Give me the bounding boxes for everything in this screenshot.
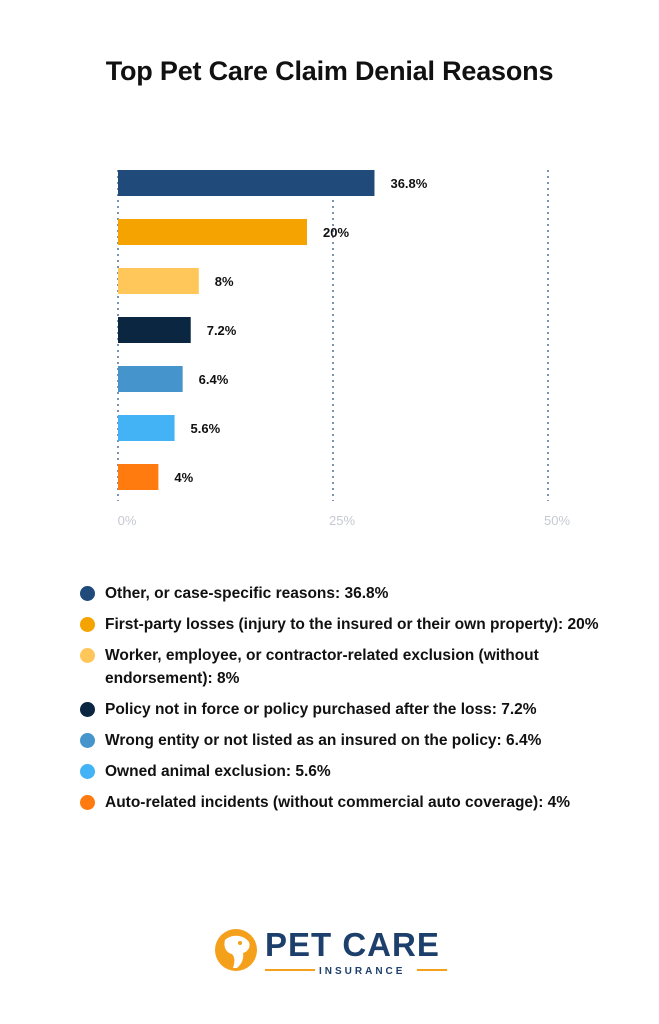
legend-item: Auto-related incidents (without commerci… [80, 791, 600, 814]
legend-color-dot [80, 795, 95, 810]
legend-color-dot [80, 648, 95, 663]
bar [118, 366, 183, 392]
legend-label: Worker, employee, or contractor-related … [105, 647, 539, 687]
legend-color-dot [80, 702, 95, 717]
bar-value-label: 20% [323, 225, 349, 240]
bar-value-label: 4% [174, 470, 193, 485]
logo-rule-right [417, 969, 447, 971]
x-tick-label: 25% [329, 513, 355, 528]
chart-title: Top Pet Care Claim Denial Reasons [105, 56, 554, 86]
legend-color-dot [80, 733, 95, 748]
legend-label: Owned animal exclusion: 5.6% [105, 763, 331, 780]
legend-label: Wrong entity or not listed as an insured… [105, 732, 542, 749]
logo-rule-left [265, 969, 315, 971]
x-tick-label: 0% [118, 513, 137, 528]
legend-color-dot [80, 617, 95, 632]
x-tick-label: 50% [544, 513, 570, 528]
legend-item: Other, or case-specific reasons: 36.8% [80, 582, 600, 605]
bar [118, 464, 159, 490]
bar [118, 170, 375, 196]
bar-chart: 36.8% 20% 8% 7.2% 6.4% 5.6% 4% 0% 25% 50% [117, 170, 570, 528]
legend: Other, or case-specific reasons: 36.8% Fi… [80, 582, 600, 822]
legend-label: Auto-related incidents (without commerci… [105, 794, 571, 811]
legend-label: First-party losses (injury to the insure… [105, 616, 599, 633]
legend-color-dot [80, 764, 95, 779]
bar [118, 268, 199, 294]
bar-value-label: 5.6% [191, 421, 221, 436]
legend-item: Owned animal exclusion: 5.6% [80, 760, 600, 783]
bar [118, 317, 191, 343]
bar-value-label: 36.8% [390, 176, 427, 191]
legend-label: Policy not in force or policy purchased … [105, 701, 537, 718]
bar [118, 219, 307, 245]
legend-label: Other, or case-specific reasons: 36.8% [105, 585, 389, 602]
bar [118, 415, 175, 441]
legend-color-dot [80, 586, 95, 601]
logo-subtitle: INSURANCE [319, 966, 406, 977]
legend-item: Wrong entity or not listed as an insured… [80, 729, 600, 752]
bar-value-label: 7.2% [207, 323, 237, 338]
pet-head-logo-icon [215, 929, 257, 971]
legend-item: Worker, employee, or contractor-related … [80, 644, 600, 690]
legend-item: First-party losses (injury to the insure… [80, 613, 600, 636]
bar-value-label: 6.4% [199, 372, 229, 387]
pet-care-insurance-logo: PET CARE INSURANCE [213, 926, 453, 982]
legend-item: Policy not in force or policy purchased … [80, 698, 600, 721]
bar-value-label: 8% [215, 274, 234, 289]
logo-wordmark: PET CARE [265, 926, 440, 963]
